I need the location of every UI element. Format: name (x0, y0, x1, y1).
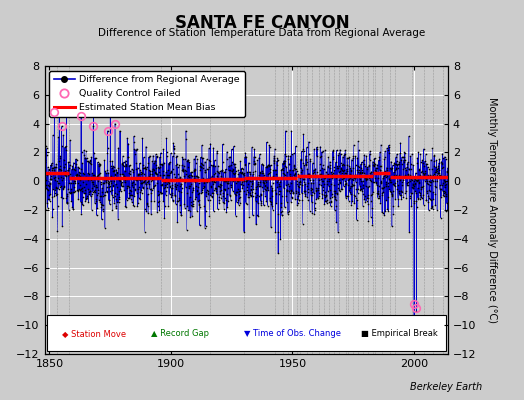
Bar (47, 315, 445, 351)
Text: SANTA FE CANYON: SANTA FE CANYON (174, 14, 350, 32)
Text: ◆ Station Move: ◆ Station Move (61, 329, 126, 338)
Text: ▼ Time of Obs. Change: ▼ Time of Obs. Change (244, 329, 341, 338)
Y-axis label: Monthly Temperature Anomaly Difference (°C): Monthly Temperature Anomaly Difference (… (487, 97, 497, 323)
Text: ■ Empirical Break: ■ Empirical Break (361, 329, 437, 338)
Text: Difference of Station Temperature Data from Regional Average: Difference of Station Temperature Data f… (99, 28, 425, 38)
Text: Berkeley Earth: Berkeley Earth (410, 382, 482, 392)
Text: ▲ Record Gap: ▲ Record Gap (151, 329, 210, 338)
Legend: Difference from Regional Average, Quality Control Failed, Estimated Station Mean: Difference from Regional Average, Qualit… (49, 71, 245, 117)
